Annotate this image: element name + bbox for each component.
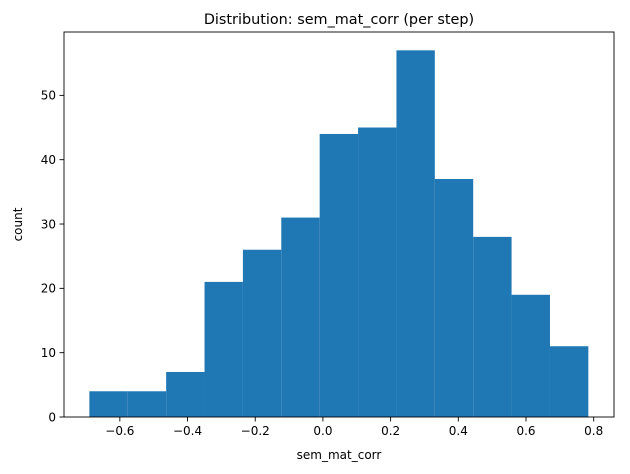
histogram-bar [242, 249, 282, 417]
histogram-bar [204, 281, 243, 417]
y-tick-label: 50 [41, 89, 56, 103]
x-tick-label: −0.4 [173, 424, 202, 438]
y-tick-label: 10 [41, 346, 56, 360]
histogram-bar [511, 294, 550, 417]
histogram-bar [89, 391, 128, 417]
y-axis: 0 10 20 30 40 50 [41, 89, 64, 424]
plot-frame [63, 31, 615, 418]
x-tick-label: 0.8 [584, 424, 603, 438]
x-tick-label: −0.2 [241, 424, 270, 438]
y-tick-label: 30 [41, 217, 56, 231]
histogram-bar [166, 371, 205, 417]
histogram-bar [434, 178, 474, 417]
x-tick-label: −0.6 [105, 424, 134, 438]
y-tick-label: 40 [41, 153, 56, 167]
histogram-bar [358, 127, 397, 417]
histogram-bars [89, 50, 589, 417]
x-tick-label: 0.6 [516, 424, 535, 438]
x-axis-label: sem_mat_corr [297, 448, 382, 462]
x-tick-label: 0.0 [313, 424, 332, 438]
histogram-bar [549, 346, 589, 417]
x-axis: −0.6 −0.4 −0.2 0.0 0.2 0.4 0.6 0.8 [105, 417, 603, 438]
histogram-bar [473, 236, 512, 417]
x-tick-label: 0.2 [381, 424, 400, 438]
x-tick-label: 0.4 [449, 424, 468, 438]
histogram-bar [319, 133, 359, 417]
histogram-bar [396, 50, 435, 417]
chart-title: Distribution: sem_mat_corr (per step) [204, 12, 474, 28]
y-tick-label: 20 [41, 282, 56, 296]
histogram-bar [281, 217, 320, 417]
histogram-bar [127, 391, 167, 417]
y-tick-label: 0 [48, 410, 56, 424]
y-axis-label: count [11, 207, 25, 241]
